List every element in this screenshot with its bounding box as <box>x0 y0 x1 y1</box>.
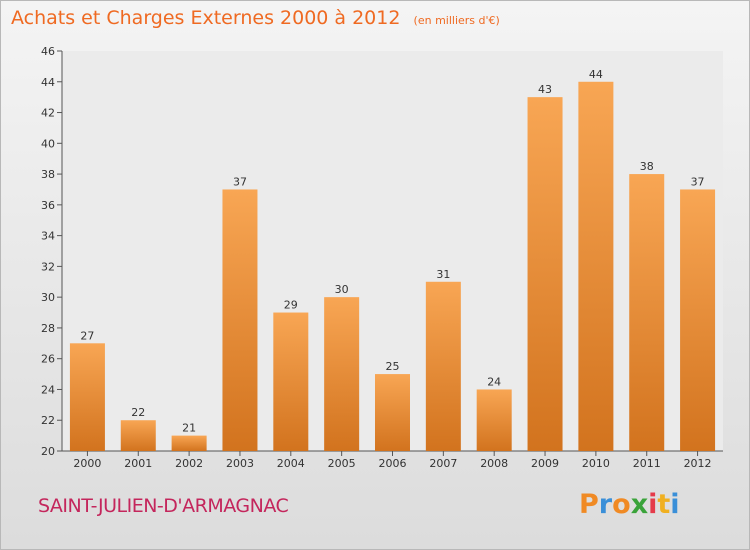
y-tick-label: 40 <box>41 137 55 150</box>
y-tick-label: 28 <box>41 322 55 335</box>
x-tick-label: 2002 <box>175 457 203 470</box>
x-tick-label: 2012 <box>684 457 712 470</box>
bar <box>171 435 207 451</box>
logo-letter: r <box>598 489 613 520</box>
x-tick-label: 2009 <box>531 457 559 470</box>
title-row: Achats et Charges Externes 2000 à 2012 (… <box>11 7 500 29</box>
bar-value-label: 43 <box>538 83 552 96</box>
y-tick-label: 36 <box>41 199 55 212</box>
x-tick-label: 2011 <box>633 457 661 470</box>
bar-value-label: 24 <box>487 375 501 388</box>
bar <box>629 174 665 452</box>
bar-value-label: 37 <box>233 175 247 188</box>
x-tick-label: 2010 <box>582 457 610 470</box>
y-tick-label: 38 <box>41 168 55 181</box>
bar <box>476 389 512 451</box>
bar-value-label: 25 <box>386 360 400 373</box>
logo-letter: P <box>579 489 599 520</box>
x-tick-label: 2001 <box>124 457 152 470</box>
chart-title: Achats et Charges Externes 2000 à 2012 <box>11 7 401 29</box>
x-tick-label: 2003 <box>226 457 254 470</box>
bar <box>120 420 156 451</box>
bar <box>222 189 258 451</box>
logo-letter: x <box>630 489 649 520</box>
bar <box>527 97 563 452</box>
y-tick-label: 32 <box>41 260 55 273</box>
y-tick-label: 44 <box>41 76 55 89</box>
chart-subtitle: (en milliers d'€) <box>413 14 500 27</box>
y-tick-label: 42 <box>41 107 55 120</box>
bar-value-label: 44 <box>589 68 603 81</box>
x-tick-label: 2005 <box>328 457 356 470</box>
proxiti-logo: Proxiti <box>579 489 680 520</box>
logo-letter: o <box>612 489 631 520</box>
bar-value-label: 38 <box>640 160 654 173</box>
x-tick-label: 2008 <box>480 457 508 470</box>
y-tick-label: 22 <box>41 414 55 427</box>
y-tick-label: 30 <box>41 291 55 304</box>
bar <box>375 374 410 451</box>
logo-letter: i <box>670 489 680 520</box>
bar-value-label: 27 <box>80 329 94 342</box>
y-tick-label: 34 <box>41 230 55 243</box>
bar-value-label: 21 <box>182 422 196 435</box>
bar <box>69 343 105 451</box>
bar <box>578 81 614 452</box>
bar <box>324 297 360 451</box>
y-tick-label: 24 <box>41 383 55 396</box>
bar <box>425 281 461 451</box>
bar-value-label: 37 <box>691 175 705 188</box>
bar-value-label: 30 <box>335 283 349 296</box>
x-tick-label: 2007 <box>429 457 457 470</box>
bar-value-label: 29 <box>284 299 298 312</box>
commune-name: SAINT-JULIEN-D'ARMAGNAC <box>38 495 289 517</box>
x-tick-label: 2004 <box>277 457 305 470</box>
y-tick-label: 46 <box>41 45 55 58</box>
logo-letter: i <box>648 489 658 520</box>
y-tick-label: 26 <box>41 353 55 366</box>
bar-value-label: 31 <box>436 268 450 281</box>
x-tick-label: 2006 <box>379 457 407 470</box>
y-tick-label: 20 <box>41 445 55 458</box>
bar <box>273 312 309 451</box>
bar <box>680 189 716 451</box>
x-tick-label: 2000 <box>73 457 101 470</box>
bar-value-label: 22 <box>131 406 145 419</box>
logo-letter: t <box>657 489 671 520</box>
